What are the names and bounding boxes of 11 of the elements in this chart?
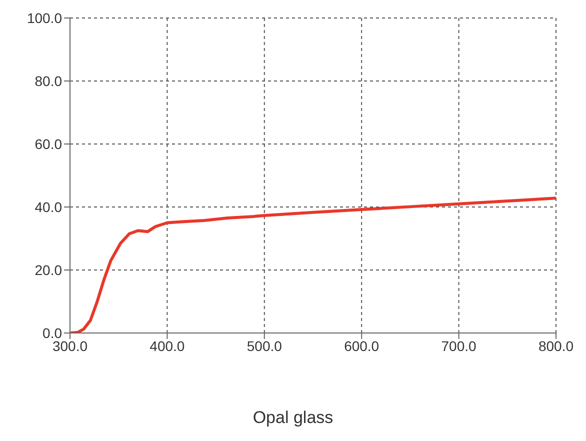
- y-tick-label: 60.0: [34, 136, 62, 152]
- y-tick-label: 80.0: [34, 72, 62, 89]
- x-tick-label: 700.0: [441, 338, 477, 354]
- x-tick-label: 800.0: [538, 338, 574, 354]
- text: Opal glass: [252, 408, 334, 428]
- x-tick-label: 600.0: [344, 338, 380, 354]
- y-tick-label: 20.0: [34, 262, 62, 278]
- x-tick-label: 400.0: [150, 338, 185, 354]
- y-tick-label: 100.0: [26, 10, 62, 26]
- x-tick-label: 500.0: [246, 338, 282, 354]
- y-tick-label: 40.0: [34, 198, 62, 215]
